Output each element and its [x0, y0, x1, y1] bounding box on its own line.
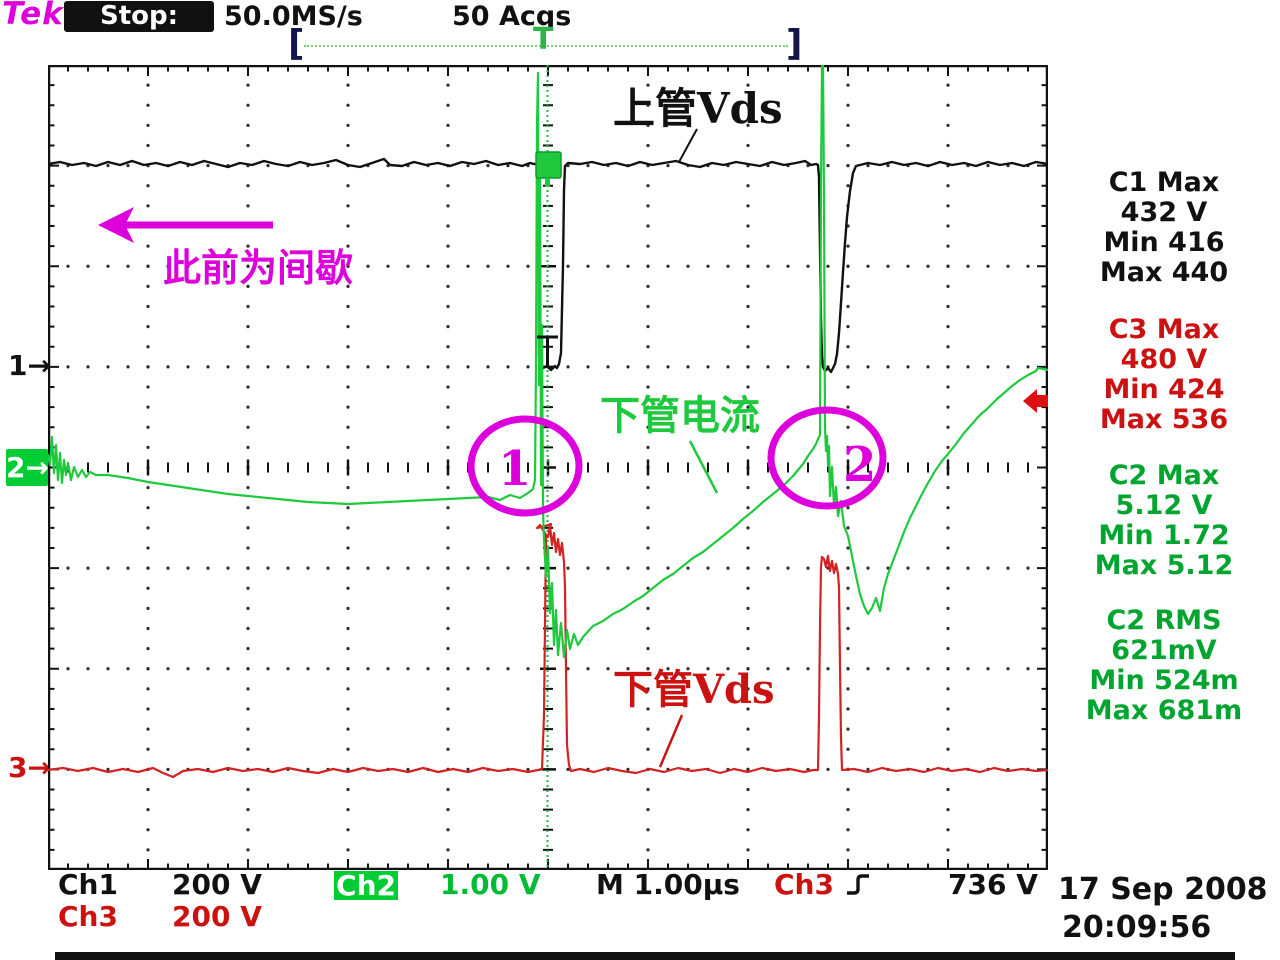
- trigger-position-marker: T: [533, 22, 554, 57]
- meas-c3-line4: Max 536: [1099, 404, 1229, 435]
- trigger-point-square: [535, 151, 562, 179]
- ch3-position-marker: 3→: [8, 751, 51, 784]
- trigger-source-readout: Ch3: [774, 868, 834, 901]
- acquisition-mode-badge: Stop:: [64, 1, 214, 32]
- ch3-label-leader: [658, 714, 684, 768]
- trace-labels: 上管Vds 下管电流 下管Vds: [600, 84, 783, 768]
- ch2-label-leader: [688, 440, 719, 494]
- timebase-readout: M 1.00µs: [596, 868, 740, 901]
- tek-logo: Tek: [2, 0, 64, 32]
- bottom-edge-strip: [55, 952, 1235, 960]
- meas-c2rms-line4: Max 681m: [1085, 695, 1243, 726]
- ch1-label-leader: [678, 128, 698, 163]
- meas-c1-line3: Min 416: [1103, 227, 1225, 258]
- waveform-graticule: 此前为间歇 1 2 上管Vds 下管电流 下管Vds: [48, 65, 1048, 870]
- trigger-level-arrow-icon: [1023, 389, 1048, 413]
- highlight-circle-1: [467, 415, 583, 517]
- record-window-left-bracket: [: [288, 23, 305, 64]
- meas-c2-line2: 5.12 V: [1115, 490, 1213, 521]
- meas-c1-line2: 432 V: [1120, 197, 1208, 228]
- meas-c2-line4: Max 5.12: [1094, 550, 1234, 581]
- meas-c2-line1: C2 Max: [1108, 460, 1220, 491]
- record-window-right-bracket: ]: [786, 23, 803, 64]
- record-bar-line: [304, 45, 788, 47]
- ch1-readout-label: Ch1: [58, 868, 118, 901]
- meas-c1-line4: Max 440: [1099, 257, 1229, 288]
- magenta-annotations: 此前为间歇 1 2: [98, 207, 887, 517]
- trace-ch3: [48, 522, 1048, 779]
- ch2-scale-readout: 1.00 V: [440, 868, 541, 901]
- measurement-block-c2rms: C2 RMS 621mV Min 524m Max 681m: [1056, 606, 1272, 726]
- note-text: 此前为间歇: [163, 245, 353, 290]
- meas-c3-line2: 480 V: [1120, 344, 1208, 375]
- ch3-readout-label: Ch3: [58, 900, 118, 933]
- meas-c2rms-line2: 621mV: [1111, 635, 1217, 666]
- ch1-trace-label: 上管Vds: [613, 84, 783, 133]
- circle-1-number: 1: [498, 441, 531, 497]
- acquisition-count: 50 Acqs: [452, 1, 572, 32]
- note-arrow-head-icon: [98, 207, 134, 243]
- ch2-trace-label: 下管电流: [600, 392, 760, 439]
- highlight-circle-2: [767, 406, 887, 510]
- measurement-block-c3: C3 Max 480 V Min 424 Max 536: [1056, 315, 1272, 435]
- meas-c2-line3: Min 1.72: [1098, 520, 1230, 551]
- meas-c2rms-line3: Min 524m: [1089, 665, 1239, 696]
- trace-ch2: [48, 65, 1048, 659]
- time-readout: 20:09:56: [1062, 910, 1212, 945]
- ch1-dip-t-mark: [537, 335, 558, 367]
- ch2-position-marker: 2→: [6, 449, 49, 486]
- measurement-block-c1: C1 Max 432 V Min 416 Max 440: [1056, 168, 1272, 288]
- trigger-level-readout: 736 V: [948, 868, 1038, 901]
- rising-edge-icon: [847, 874, 869, 895]
- meas-c3-line1: C3 Max: [1108, 314, 1220, 345]
- date-readout: 17 Sep 2008: [1058, 872, 1268, 907]
- meas-c3-line3: Min 424: [1103, 374, 1225, 405]
- ch3-scale-readout: 200 V: [172, 900, 262, 933]
- measurement-block-c2: C2 Max 5.12 V Min 1.72 Max 5.12: [1056, 461, 1272, 581]
- waveform-traces: [48, 65, 1048, 779]
- sample-rate: 50.0MS/s: [224, 1, 363, 32]
- trigger-point-square-tail: [545, 178, 550, 187]
- trace-ch1: [48, 157, 1048, 374]
- ch2-readout-label: Ch2: [334, 871, 398, 900]
- meas-c2rms-line1: C2 RMS: [1106, 605, 1222, 636]
- ch3-trace-label: 下管Vds: [613, 666, 775, 713]
- circle-2-number: 2: [843, 437, 876, 493]
- meas-c1-line1: C1 Max: [1108, 167, 1220, 198]
- ch1-scale-readout: 200 V: [172, 868, 262, 901]
- ch1-position-marker: 1→: [8, 349, 51, 382]
